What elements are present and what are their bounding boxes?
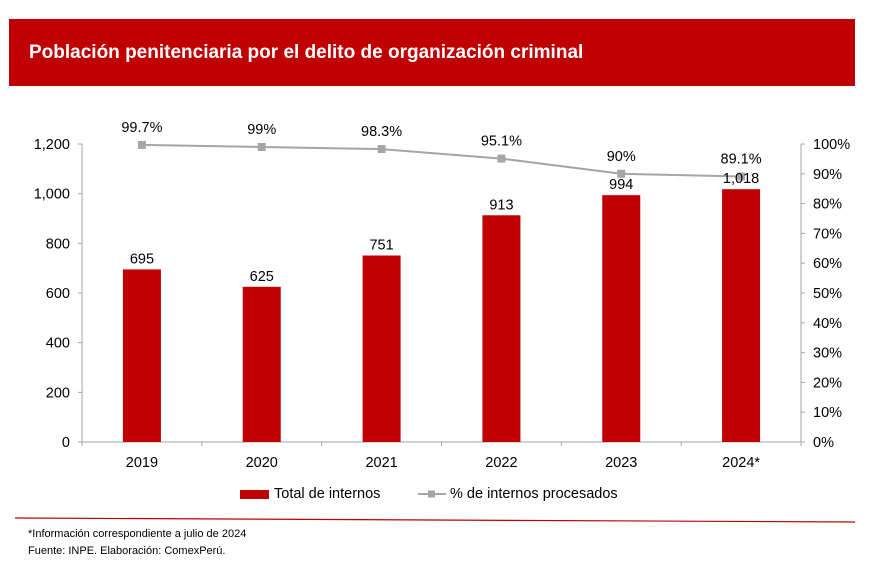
bar-value-label: 994 xyxy=(609,177,633,193)
right-axis-tick-label: 0% xyxy=(813,435,834,451)
bar xyxy=(122,269,161,442)
left-axis-tick-label: 1,000 xyxy=(34,187,70,203)
left-axis-tick-label: 600 xyxy=(46,286,70,302)
line-series xyxy=(137,140,746,181)
line-value-label: 95.1% xyxy=(481,134,522,150)
x-axis-tick-label: 2019 xyxy=(126,455,158,471)
legend-swatch-line xyxy=(418,490,446,498)
left-axis-tick-label: 1,200 xyxy=(34,137,70,153)
bar xyxy=(242,286,281,442)
left-axis-tick-label: 0 xyxy=(62,435,70,451)
left-axis-tick-label: 200 xyxy=(46,385,70,401)
right-axis-tick-label: 30% xyxy=(813,346,842,362)
source-note: Fuente: INPE. Elaboración: ComexPerú. xyxy=(28,545,226,557)
line-marker xyxy=(497,154,506,163)
legend-label-line: % de internos procesados xyxy=(450,486,618,502)
line-value-label: 99.7% xyxy=(121,120,162,136)
line-marker xyxy=(617,169,626,178)
right-axis-tick-label: 90% xyxy=(813,167,842,183)
x-axis-tick-label: 2021 xyxy=(365,455,397,471)
data-labels: 695 625 751 913 994 1,018 99.7% 99% 98.3% 95.1% 90… xyxy=(121,120,761,285)
chart-title: Población penitenciaria por el delito de… xyxy=(29,42,584,63)
line-value-label: 99% xyxy=(247,122,276,138)
right-axis-tick-label: 20% xyxy=(813,375,842,391)
bar-series xyxy=(122,189,761,442)
right-axis-tick-label: 50% xyxy=(813,286,842,302)
bar xyxy=(482,215,521,442)
bar-value-label: 625 xyxy=(250,269,274,285)
x-axis-tick-label: 2020 xyxy=(246,455,278,471)
line-marker xyxy=(737,172,746,181)
x-axis-tick-label: 2024* xyxy=(722,455,760,471)
bar xyxy=(602,195,641,442)
title-banner: Población penitenciaria por el delito de… xyxy=(9,19,855,86)
x-axis-tick-label: 2022 xyxy=(485,455,517,471)
line-marker xyxy=(257,142,266,151)
left-axis-tick-label: 800 xyxy=(46,236,70,252)
line-value-label: 89.1% xyxy=(721,151,762,167)
legend-item-bars: Total de internos xyxy=(240,486,380,502)
line-marker xyxy=(137,140,146,149)
bar-value-label: 751 xyxy=(369,238,393,254)
x-axis-tick-label: 2023 xyxy=(605,455,637,471)
bar xyxy=(362,255,401,442)
footnote: *Información correspondiente a julio de … xyxy=(28,528,247,540)
axes: 0 200 400 600 800 1,000 1,200 0% 10% 20% 30% 40% 50%… xyxy=(34,137,850,471)
legend-item-line: % de internos procesados xyxy=(418,486,618,502)
bar-value-label: 913 xyxy=(489,197,513,213)
bar xyxy=(722,189,761,442)
right-axis-tick-label: 60% xyxy=(813,256,842,272)
line-path xyxy=(141,143,742,178)
bar-value-label: 1,018 xyxy=(723,171,759,187)
footer-divider xyxy=(14,517,856,523)
left-axis-tick-label: 400 xyxy=(46,336,70,352)
right-axis-tick-label: 80% xyxy=(813,197,842,213)
line-value-label: 90% xyxy=(607,149,636,165)
legend-label-bars: Total de internos xyxy=(274,486,381,502)
line-marker xyxy=(377,145,386,154)
right-axis-tick-label: 10% xyxy=(813,405,842,421)
right-axis-tick-label: 40% xyxy=(813,316,842,332)
right-axis-tick-label: 70% xyxy=(813,226,842,242)
line-value-label: 98.3% xyxy=(361,124,402,140)
legend-swatch-bars xyxy=(240,489,269,499)
bar-value-label: 695 xyxy=(130,251,154,267)
right-axis-tick-label: 100% xyxy=(813,137,850,153)
